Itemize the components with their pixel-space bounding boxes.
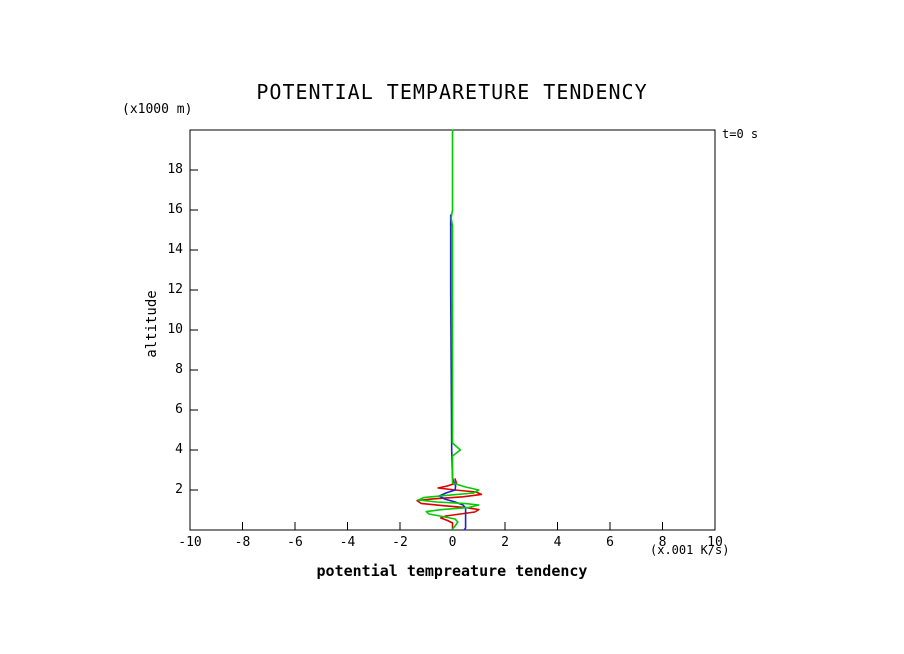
x-tick-label: -4 bbox=[339, 535, 356, 550]
x-tick-label: -2 bbox=[392, 535, 408, 550]
y-tick-label: 18 bbox=[167, 162, 183, 177]
y-tick-label: 4 bbox=[175, 442, 183, 457]
x-tick-label: 6 bbox=[606, 535, 614, 550]
x-tick-label: 2 bbox=[501, 535, 509, 550]
x-axis-units-label: (x.001 K/s) bbox=[650, 543, 730, 557]
y-axis-units-label: (x1000 m) bbox=[122, 102, 193, 117]
x-tick-label: -6 bbox=[287, 535, 303, 550]
y-tick-label: 10 bbox=[167, 322, 183, 337]
x-tick-label: 10 bbox=[707, 535, 723, 550]
y-tick-label: 6 bbox=[175, 402, 183, 417]
x-tick-label: -10 bbox=[178, 535, 202, 550]
y-tick-label: 12 bbox=[167, 282, 183, 297]
y-tick-label: 8 bbox=[175, 362, 183, 377]
x-tick-label: 0 bbox=[448, 535, 457, 550]
time-annotation: t=0 s bbox=[722, 127, 759, 141]
x-tick-label: 4 bbox=[553, 535, 562, 550]
x-axis-title: potential tempreature tendency bbox=[316, 562, 588, 580]
y-tick-label: 14 bbox=[167, 242, 183, 257]
x-tick-label: 8 bbox=[658, 535, 667, 550]
green-tendency-profile-line bbox=[417, 129, 480, 530]
y-tick-label: 2 bbox=[175, 482, 183, 497]
x-tick-label: -8 bbox=[234, 535, 251, 550]
red-tendency-profile-line bbox=[416, 478, 483, 529]
blue-tendency-profile-line bbox=[438, 214, 467, 531]
chart-title: POTENTIAL TEMPARETURE TENDENCY bbox=[256, 80, 648, 104]
y-tick-label: 16 bbox=[167, 202, 183, 217]
